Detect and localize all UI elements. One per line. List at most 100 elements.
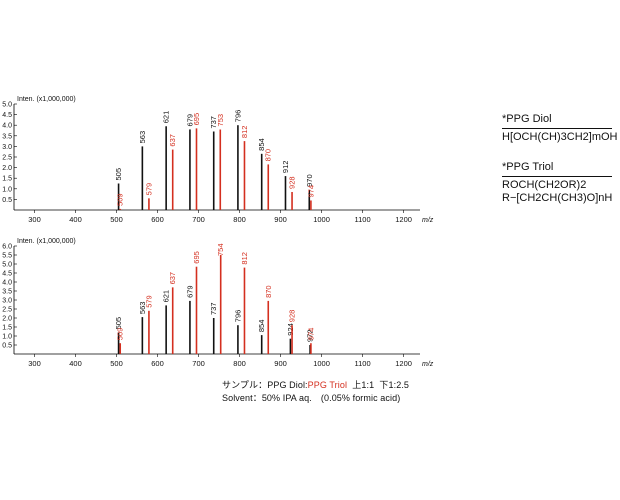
x-tick-label: 300 xyxy=(28,359,41,368)
peak-label-579: 579 xyxy=(144,183,153,196)
peak-label-854: 854 xyxy=(257,320,266,333)
peak-label-505: 505 xyxy=(114,168,123,181)
peak-label-796: 796 xyxy=(233,110,242,123)
x-tick-label: 500 xyxy=(110,215,123,224)
x-tick-label: 800 xyxy=(233,215,246,224)
peak-label-737: 737 xyxy=(209,116,218,129)
sample-sep: : xyxy=(305,380,308,390)
x-tick-label: 600 xyxy=(151,215,164,224)
peak-label-637: 637 xyxy=(168,272,177,285)
sample-diol: PPG Diol xyxy=(267,380,306,390)
peak-label-974: 974 xyxy=(306,328,315,341)
y-tick-label: 5.0 xyxy=(2,262,12,269)
diol-formula: H[OCH(CH)3CH2]mOH xyxy=(502,131,618,143)
y-axis-label: Inten. (x1,000,000) xyxy=(17,96,76,103)
y-tick-label: 1.0 xyxy=(2,334,12,341)
y-tick-label: 1.5 xyxy=(2,325,12,332)
x-axis-label: m/z xyxy=(422,217,434,224)
triol-formula-1: ROCH(CH2OR)2 xyxy=(502,179,587,191)
diol-title: *PPG Diol xyxy=(502,113,552,125)
peak-label-912: 912 xyxy=(281,161,290,174)
peak-label-563: 563 xyxy=(138,302,147,315)
y-tick-label: 5.0 xyxy=(2,102,12,109)
peak-label-870: 870 xyxy=(264,285,273,298)
x-tick-label: 700 xyxy=(192,215,205,224)
x-tick-label: 900 xyxy=(274,359,287,368)
y-tick-label: 5.5 xyxy=(2,253,12,260)
diol-legend: *PPG Diol H[OCH(CH)3CH2]mOH xyxy=(502,113,618,144)
peak-label-972: 972 xyxy=(306,329,315,342)
x-tick-label: 500 xyxy=(110,359,123,368)
peak-label-621: 621 xyxy=(162,290,171,303)
y-tick-label: 2.0 xyxy=(2,316,12,323)
y-tick-label: 2.0 xyxy=(2,165,12,172)
peak-label-970: 970 xyxy=(305,174,314,187)
peak-label-505: 505 xyxy=(114,317,123,330)
x-tick-label: 800 xyxy=(233,359,246,368)
sample-upper-ratio: 上1:1 xyxy=(352,380,375,390)
triol-divider xyxy=(502,176,612,177)
sample-prefix: サンプル： xyxy=(222,380,268,390)
sample-note: サンプル：PPG Diol:PPG Triol 上1:1 下1:2.5 xyxy=(222,378,409,391)
triol-formula-2: R−[CH2CH(CH3)O]nH xyxy=(502,192,613,204)
peak-label-753: 753 xyxy=(216,114,225,127)
x-tick-label: 900 xyxy=(274,215,287,224)
x-tick-label: 1000 xyxy=(313,215,330,224)
peak-label-509: 509 xyxy=(116,193,125,206)
peak-label-796: 796 xyxy=(233,310,242,323)
y-tick-label: 4.0 xyxy=(2,123,12,130)
peak-label-695: 695 xyxy=(192,113,201,126)
peak-label-974: 974 xyxy=(306,185,315,198)
peak-label-928: 928 xyxy=(288,176,297,189)
x-tick-label: 1200 xyxy=(395,215,412,224)
x-tick-label: 1100 xyxy=(355,359,371,368)
y-tick-label: 1.0 xyxy=(2,186,12,193)
x-tick-label: 1200 xyxy=(395,359,412,368)
peak-label-579: 579 xyxy=(144,295,153,308)
peak-label-679: 679 xyxy=(185,114,194,127)
triol-title: *PPG Triol xyxy=(502,161,554,173)
y-tick-label: 4.0 xyxy=(2,280,12,287)
y-tick-label: 3.5 xyxy=(2,133,12,140)
peak-label-812: 812 xyxy=(240,126,249,139)
peak-label-679: 679 xyxy=(185,285,194,298)
x-tick-label: 400 xyxy=(69,359,82,368)
x-axis-label: m/z xyxy=(422,361,434,368)
peak-label-637: 637 xyxy=(168,134,177,147)
y-tick-label: 4.5 xyxy=(2,271,12,278)
sample-lower-ratio: 下1:2.5 xyxy=(379,380,410,390)
y-tick-label: 3.0 xyxy=(2,144,12,151)
y-tick-label: 4.5 xyxy=(2,112,12,119)
x-tick-label: 1000 xyxy=(313,359,330,368)
sample-triol: PPG Triol xyxy=(307,380,348,390)
spectrum-panel-2: Inten. (x1,000,000) 0.5 1.0 1.5 2.0 2.5 3.0 3.5… xyxy=(2,238,434,368)
y-axis-label: Inten. (x1,000,000) xyxy=(17,238,76,245)
y-tick-label: 0.5 xyxy=(2,343,12,350)
peak-label-621: 621 xyxy=(162,111,171,124)
y-tick-label: 2.5 xyxy=(2,155,12,162)
y-tick-label: 3.0 xyxy=(2,298,12,305)
peak-label-924: 924 xyxy=(286,323,295,336)
peak-label-737: 737 xyxy=(209,302,218,315)
y-tick-label: 2.5 xyxy=(2,307,12,314)
x-tick-label: 400 xyxy=(69,215,82,224)
spectrum-panel-1: Inten. (x1,000,000) 0.5 1.0 1.5 2.0 2.5 3.0 3.5… xyxy=(2,96,434,224)
triol-legend: *PPG Triol ROCH(CH2OR)2 R−[CH2CH(CH3)O]n… xyxy=(502,161,612,205)
x-tick-label: 700 xyxy=(192,359,205,368)
x-tick-label: 300 xyxy=(28,215,41,224)
x-tick-label: 600 xyxy=(151,359,164,368)
peak-label-928: 928 xyxy=(288,310,297,323)
peak-label-754: 754 xyxy=(216,243,225,256)
y-tick-label: 6.0 xyxy=(2,244,12,251)
y-tick-label: 3.5 xyxy=(2,289,12,296)
y-tick-label: 0.5 xyxy=(2,197,12,204)
peak-label-509: 509 xyxy=(116,328,125,341)
y-tick-label: 1.5 xyxy=(2,176,12,183)
peak-label-563: 563 xyxy=(138,131,147,144)
peak-label-854: 854 xyxy=(257,138,266,151)
peak-label-812: 812 xyxy=(240,252,249,265)
solvent-note: Solvent：50% IPA aq. (0.05% formic acid) xyxy=(222,393,401,403)
peak-label-870: 870 xyxy=(264,149,273,162)
x-tick-label: 1100 xyxy=(355,215,371,224)
